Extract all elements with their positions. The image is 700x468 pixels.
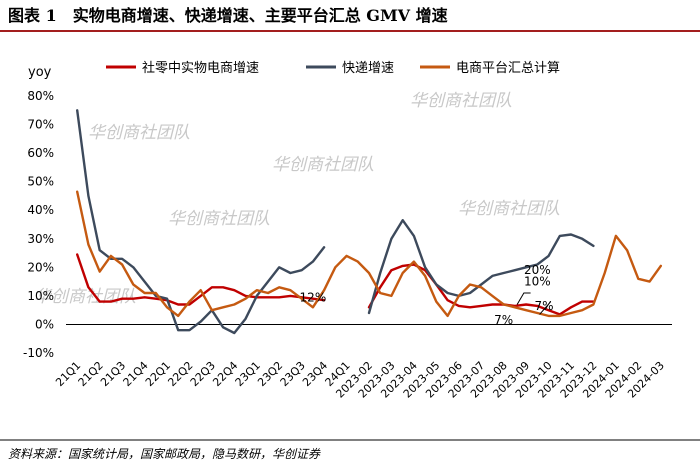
y-axis: -10% 0% 10% 20% 30% 40% 50% 60% 70% 80% — [23, 89, 54, 360]
x-tick-label: 23Q4 — [300, 359, 330, 389]
label-leader — [516, 292, 531, 305]
series-line-3 — [75, 190, 662, 318]
data-label: 7% — [535, 299, 554, 313]
watermark-text: 华创商社团队 — [88, 123, 190, 143]
data-label: 12% — [300, 290, 327, 304]
watermark-text: 华创商社团队 — [272, 155, 374, 175]
legend: 社零中实物电商增速 快递增速 电商平台汇总计算 — [106, 60, 560, 76]
x-tick-label: 21Q2 — [76, 359, 106, 389]
y-tick-label: -10% — [23, 346, 54, 360]
data-labels: 12% 20%10% 7% 7% — [300, 263, 554, 327]
y-tick-label: 0% — [35, 317, 54, 331]
x-tick-label: 22Q4 — [210, 359, 240, 389]
y-tick-label: 10% — [27, 289, 54, 303]
series-line-1 — [367, 263, 595, 316]
series-line-1 — [75, 253, 326, 306]
x-tick-label: 21Q3 — [98, 359, 128, 389]
x-axis: 21Q121Q221Q321Q422Q122Q222Q322Q423Q123Q2… — [53, 359, 667, 401]
x-tick-label: 22Q1 — [143, 359, 173, 389]
y-tick-label: 70% — [27, 118, 54, 132]
y-axis-label: yoy — [28, 65, 52, 80]
y-tick-label: 50% — [27, 175, 54, 189]
figure-caption: 图表 1 实物电商增速、快递增速、主要平台汇总 GMV 增速 — [8, 6, 448, 25]
series-layer — [75, 109, 662, 335]
legend-label: 电商平台汇总计算 — [456, 61, 560, 76]
x-tick-label: 23Q1 — [233, 359, 263, 389]
x-tick-label: 22Q2 — [165, 359, 195, 389]
x-tick-label: 21Q1 — [53, 359, 83, 389]
legend-label: 快递增速 — [342, 61, 394, 76]
y-tick-label: 20% — [27, 260, 54, 274]
x-tick-label: 22Q3 — [188, 359, 218, 389]
x-tick-label: 21Q4 — [121, 359, 151, 389]
y-tick-label: 60% — [27, 146, 54, 160]
y-tick-label: 30% — [27, 232, 54, 246]
series-line-2 — [367, 218, 595, 315]
y-tick-label: 80% — [27, 89, 54, 103]
data-label: 7% — [494, 313, 513, 327]
watermark-text: 华创商社团队 — [168, 209, 270, 229]
y-tick-label: 40% — [27, 203, 54, 217]
series-line-2 — [75, 109, 326, 335]
data-label: 20% — [524, 263, 551, 277]
watermark-text: 华创商社团队 — [458, 199, 560, 219]
legend-label: 社零中实物电商增速 — [142, 60, 259, 76]
label-leader — [539, 301, 552, 315]
x-tick-label: 23Q2 — [255, 359, 285, 389]
source-note: 资料来源：国家统计局，国家邮政局，隐马数研，华创证券 — [8, 447, 321, 461]
x-tick-label: 23Q3 — [278, 359, 308, 389]
watermark-text: 华创商社团队 — [410, 91, 512, 111]
data-label: 10% — [524, 275, 551, 289]
